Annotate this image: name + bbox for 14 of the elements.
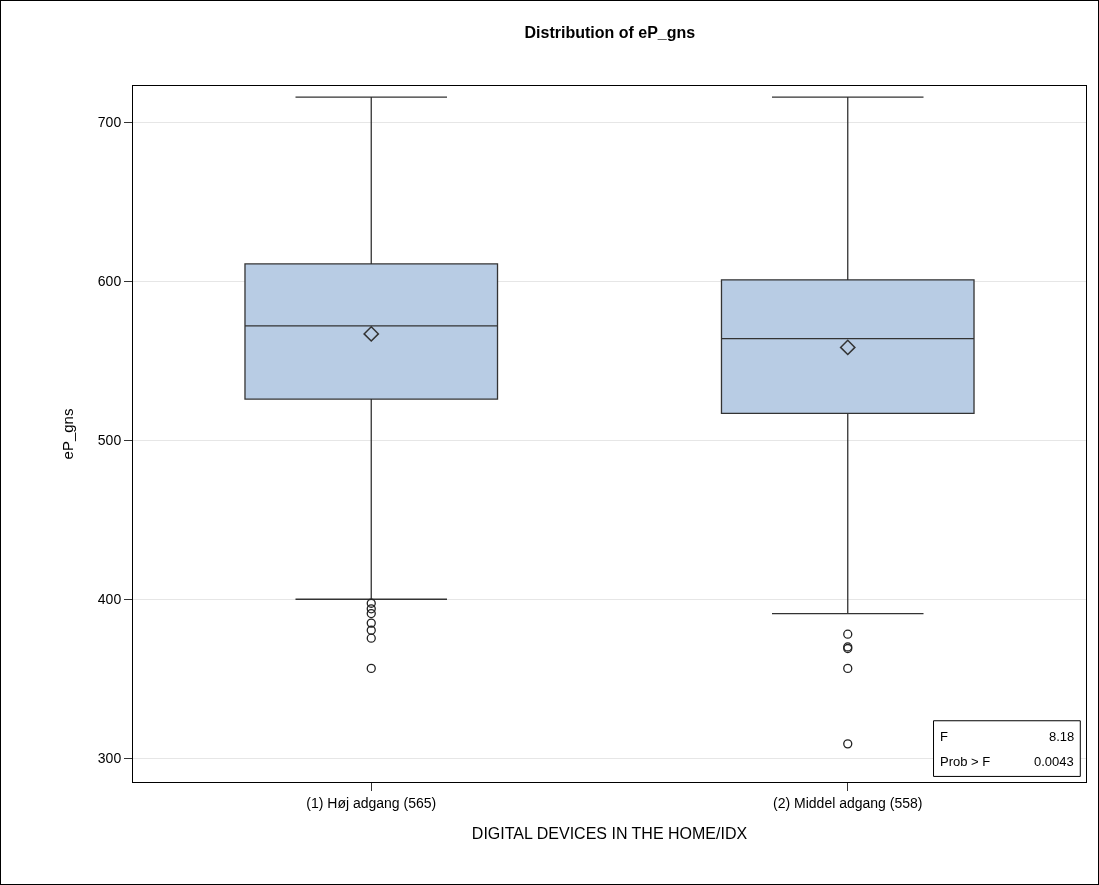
annotation: Prob > F	[940, 754, 991, 769]
chart-title: Distribution of eP_gns	[524, 23, 696, 41]
y-tick-label: 700	[97, 114, 122, 131]
annotation: 8.18	[1049, 729, 1075, 744]
annotation: 0.0043	[1034, 754, 1074, 769]
x-axis-title: DIGITAL DEVICES IN THE HOME/IDX	[471, 825, 748, 843]
y-tick-label: 500	[97, 432, 122, 449]
x-tick-label: (2) Middel adgang (558)	[773, 794, 923, 811]
annotation: F	[940, 729, 948, 744]
y-tick-label: 300	[97, 750, 122, 767]
x-tick-label: (1) Høj adgang (565)	[306, 794, 437, 811]
y-tick-label: 400	[97, 591, 122, 608]
y-tick-label: 600	[97, 273, 122, 290]
y-axis-title: eP_gns	[59, 408, 77, 460]
